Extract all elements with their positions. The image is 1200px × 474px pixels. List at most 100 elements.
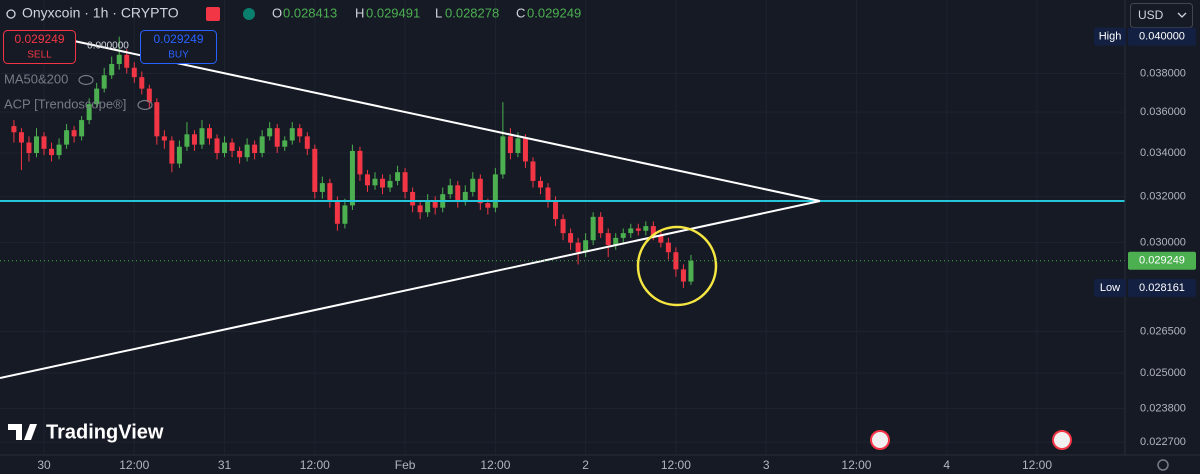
candle-body <box>568 233 574 243</box>
candle-body <box>49 148 55 156</box>
price-label-name-box <box>1094 278 1126 297</box>
price-label-name-box <box>1094 27 1126 46</box>
candle-body <box>680 269 686 282</box>
candle-body <box>131 67 137 78</box>
x-tick-label: 31 <box>218 458 232 472</box>
candle-body <box>560 219 566 234</box>
currency[interactable]: USD <box>1138 8 1164 22</box>
candle-body <box>507 136 513 154</box>
symbol-icon <box>6 9 16 19</box>
candle-body <box>26 142 32 154</box>
x-tick-label: 30 <box>37 458 51 472</box>
y-tick-label: 0.030000 <box>1140 237 1186 249</box>
event-icon[interactable] <box>870 430 890 450</box>
sell-label: SELL <box>27 50 52 61</box>
candle-body <box>395 172 401 181</box>
candle-body <box>462 191 468 201</box>
candle-body <box>41 136 47 149</box>
candle-body <box>530 161 536 181</box>
candle-body <box>244 144 250 158</box>
candle-body <box>417 205 423 213</box>
trend-line <box>0 200 821 379</box>
candle-body <box>154 102 160 137</box>
candle-body <box>33 136 39 154</box>
indicator[interactable]: MA50&200 <box>4 71 68 86</box>
spread: 0.000000 <box>87 41 129 52</box>
candle-body <box>139 77 145 89</box>
candle-body <box>207 128 213 139</box>
symbol[interactable]: Onyxcoin · 1h · CRYPTO <box>22 5 179 21</box>
candle-body <box>124 54 130 68</box>
settings-icon[interactable] <box>1157 459 1169 471</box>
candle-body <box>199 128 205 145</box>
candle-body <box>349 150 355 206</box>
hidden-icon[interactable] <box>78 74 94 86</box>
candle-body <box>56 144 62 156</box>
x-tick-label: 12:00 <box>480 458 510 472</box>
candle-body <box>643 226 649 231</box>
candle-body <box>575 242 581 253</box>
candle-body <box>673 252 679 270</box>
ohlc-value: 0.029249 <box>527 5 581 20</box>
candle-body <box>477 178 483 204</box>
candle-body <box>161 136 167 141</box>
ohlc-label: H <box>355 5 364 20</box>
candle-body <box>289 128 295 141</box>
buy-button[interactable] <box>140 30 217 64</box>
candle-body <box>500 136 506 175</box>
candle-body <box>297 128 303 137</box>
candle-body <box>583 240 589 253</box>
buy-price: 0.029249 <box>153 32 203 46</box>
candle-body <box>605 233 611 246</box>
ohlc-label: C <box>516 5 525 20</box>
candle-body <box>327 183 333 201</box>
x-tick-label: 12:00 <box>1022 458 1052 472</box>
sell-button[interactable] <box>3 30 76 64</box>
candle-body <box>71 130 77 137</box>
price-label: 0.040000 <box>1139 31 1185 43</box>
price-label: 0.029249 <box>1139 255 1185 267</box>
y-tick-label: 0.034000 <box>1140 147 1186 159</box>
hidden-icon[interactable] <box>137 99 153 111</box>
candle-body <box>387 180 393 188</box>
brand-logo <box>8 424 37 440</box>
candle-body <box>11 126 17 133</box>
candle-body <box>410 191 416 206</box>
candle-body <box>79 120 85 137</box>
trend-line <box>59 37 821 202</box>
x-tick-label: 12:00 <box>119 458 149 472</box>
candle-body <box>432 200 438 208</box>
y-tick-label: 0.032000 <box>1140 190 1186 202</box>
candle-body <box>267 128 273 137</box>
candle-body <box>86 104 92 121</box>
candle-body <box>222 142 228 154</box>
candle-body <box>372 178 378 186</box>
y-tick-label: 0.022700 <box>1140 436 1186 448</box>
candle-body <box>447 185 453 195</box>
candle-body <box>665 242 671 253</box>
ohlc-label: L <box>435 5 442 20</box>
price-label-name: Low <box>1100 282 1120 294</box>
x-tick-label: 12:00 <box>300 458 330 472</box>
candle-body <box>537 180 543 188</box>
flag-icon[interactable] <box>206 7 220 21</box>
candle-body <box>635 228 641 231</box>
currency-button[interactable] <box>1130 3 1193 28</box>
candle-body <box>553 200 559 220</box>
candle-body <box>252 144 258 154</box>
candle-body <box>259 136 265 154</box>
candle-body <box>342 205 348 224</box>
indicator[interactable]: ACP [Trendoscope®] <box>4 96 126 111</box>
candle-body <box>64 130 70 145</box>
dropdown-icon <box>1177 12 1187 18</box>
event-icon[interactable] <box>1052 430 1072 450</box>
status-icon <box>243 8 255 20</box>
price-label: 0.028161 <box>1139 282 1185 294</box>
y-tick-label: 0.025000 <box>1140 367 1186 379</box>
ohlc-value: 0.029491 <box>366 5 420 20</box>
candle-body <box>184 134 190 147</box>
candle-body <box>109 64 115 76</box>
y-tick-label: 0.026500 <box>1140 325 1186 337</box>
candle-body <box>214 138 220 154</box>
